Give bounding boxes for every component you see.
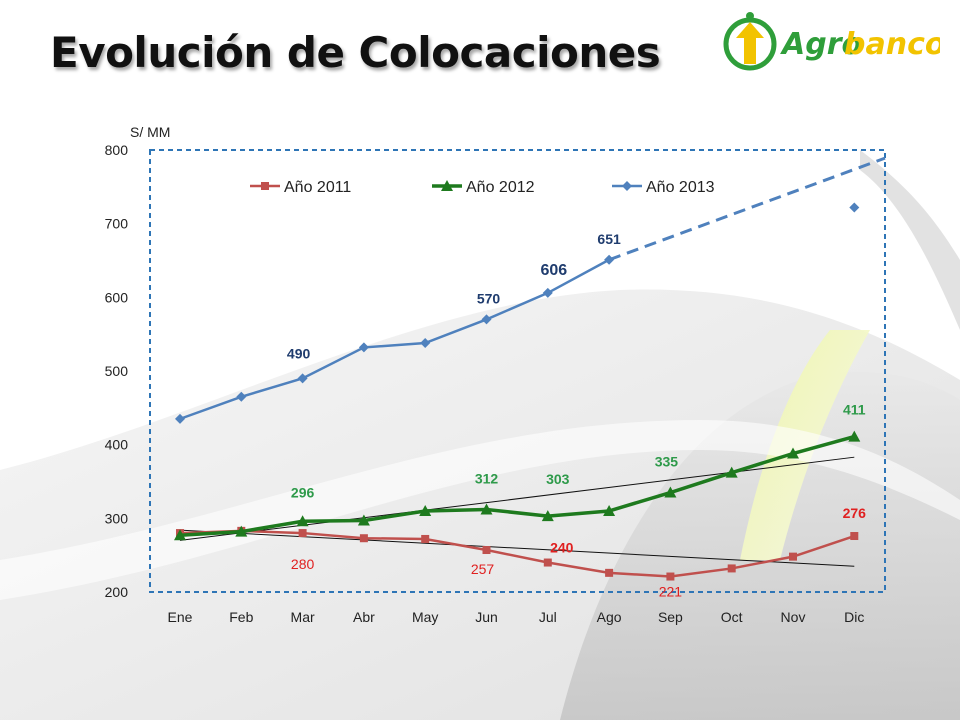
data-point-y2013 — [297, 373, 308, 384]
data-label-y2012: 411 — [843, 402, 866, 418]
data-point-y2012 — [787, 447, 799, 459]
page-title: Evolución de Colocaciones — [50, 28, 661, 77]
legend-marker-y2011 — [261, 182, 269, 190]
data-point-y2011 — [421, 534, 430, 543]
series-y2012 — [174, 430, 861, 541]
data-point-y2012 — [480, 503, 493, 515]
data-point-y2011 — [298, 529, 307, 538]
x-tick-label: Jun — [475, 609, 498, 625]
data-label-y2012: 335 — [655, 454, 679, 470]
x-tick-label: Ago — [597, 609, 622, 625]
series-group — [174, 156, 886, 581]
y-tick-label: 200 — [105, 584, 129, 600]
data-label-y2013: 490 — [287, 345, 311, 361]
data-point-y2013 — [542, 287, 553, 298]
x-tick-label: Mar — [291, 609, 315, 625]
x-tick-label: Feb — [229, 609, 253, 625]
y-tick-label: 300 — [105, 510, 129, 526]
data-point-y2011 — [789, 552, 797, 561]
data-point-y2012 — [541, 510, 554, 522]
data-point-y2013 — [849, 202, 860, 213]
data-point-y2012 — [725, 466, 738, 478]
data-label-y2011: 276 — [843, 505, 867, 521]
series-line-y2011 — [179, 529, 855, 578]
y-axis: 200 300 400 500 600 700 800 — [105, 142, 129, 600]
trendline-y2012 — [179, 456, 855, 541]
projection-line-y2013 — [608, 156, 886, 262]
series-line-y2013 — [179, 258, 610, 421]
y-tick-label: 500 — [105, 363, 129, 379]
legend-marker-y2012 — [441, 180, 453, 191]
series-line-y2012 — [179, 434, 855, 538]
x-tick-label: May — [412, 609, 438, 625]
y-tick-label: 700 — [105, 216, 129, 232]
y-tick-label: 600 — [105, 289, 129, 305]
logo-icon — [723, 12, 777, 71]
x-tick-label: Nov — [781, 609, 806, 625]
data-point-y2011 — [359, 534, 368, 543]
x-tick-label: Abr — [353, 609, 375, 625]
data-labels: 280 257 240 221 276 296 312 303 335 411 490 570 606 6… — [287, 231, 866, 600]
chart-frame — [149, 149, 886, 593]
legend-marker-y2013 — [622, 181, 632, 191]
logo-text-banco: banco — [844, 27, 940, 62]
data-point-y2013 — [236, 391, 247, 402]
data-point-y2011 — [482, 546, 491, 555]
logo-text-agro: Agro — [780, 27, 862, 62]
legend-label-y2012: Año 2012 — [466, 179, 535, 196]
y-axis-unit-label: S/ MM — [130, 124, 171, 140]
data-point-y2013 — [604, 254, 615, 265]
legend-label-y2013: Año 2013 — [646, 179, 715, 196]
data-point-y2012 — [664, 486, 677, 498]
data-point-y2012 — [419, 504, 432, 516]
series-y2013 — [175, 156, 886, 424]
data-point-y2012 — [357, 514, 370, 526]
data-label-y2011: 280 — [291, 556, 315, 572]
data-label-y2013: 606 — [540, 262, 567, 279]
data-label-y2011: 257 — [471, 561, 495, 577]
data-label-y2011: 240 — [550, 540, 574, 556]
data-label-y2013: 570 — [477, 290, 501, 306]
y-tick-label: 800 — [105, 142, 129, 158]
data-label-y2012: 303 — [546, 471, 570, 487]
x-tick-label: Jul — [539, 609, 557, 625]
data-point-y2011 — [850, 532, 859, 541]
data-point-y2013 — [481, 314, 492, 325]
data-point-y2012 — [848, 430, 861, 442]
data-label-y2013: 651 — [597, 231, 621, 247]
data-point-y2013 — [175, 413, 185, 424]
data-point-y2011 — [543, 558, 552, 567]
data-point-y2012 — [296, 515, 309, 527]
data-point-y2012 — [174, 529, 186, 541]
legend: Año 2011 Año 2012 Año 2013 — [250, 179, 715, 196]
data-point-y2013 — [420, 338, 431, 349]
data-point-y2011 — [605, 568, 614, 577]
x-tick-label: Oct — [721, 609, 743, 625]
data-label-y2012: 296 — [291, 484, 315, 500]
data-label-y2011: 221 — [659, 584, 683, 600]
y-tick-label: 400 — [105, 437, 129, 453]
x-tick-label: Sep — [658, 609, 683, 625]
data-label-y2012: 312 — [475, 470, 499, 486]
legend-label-y2011: Año 2011 — [284, 179, 351, 196]
trendline-y2011 — [179, 529, 855, 567]
x-axis: Ene Feb Mar Abr May Jun Jul Ago Sep Oct Nov Dic — [168, 609, 865, 625]
data-point-y2011 — [666, 572, 675, 581]
agrobanco-logo: Agro banco — [723, 12, 940, 71]
data-point-y2011 — [727, 564, 736, 573]
x-tick-label: Dic — [844, 609, 864, 625]
data-point-y2012 — [603, 504, 616, 516]
data-point-y2013 — [358, 342, 369, 353]
x-tick-label: Ene — [168, 609, 193, 625]
data-point-y2012 — [235, 525, 248, 537]
